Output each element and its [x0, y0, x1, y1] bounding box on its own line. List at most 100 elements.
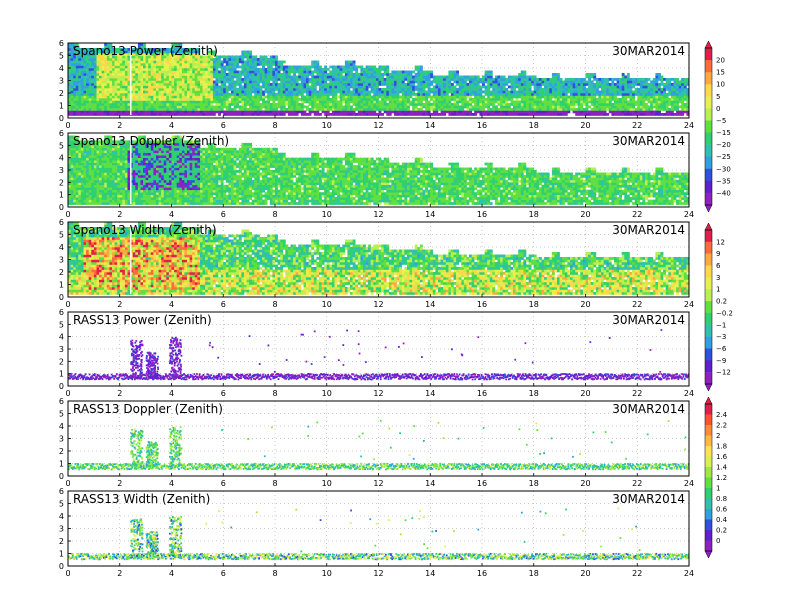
data-cell [634, 108, 638, 111]
data-cell [368, 75, 371, 79]
data-cell [526, 78, 529, 81]
data-cell [119, 75, 123, 79]
data-cell [494, 93, 498, 96]
data-cell [352, 113, 356, 116]
data-cell [163, 90, 167, 94]
data-cell [83, 150, 87, 154]
data-cell [73, 165, 77, 168]
data-cell [456, 103, 459, 106]
data-cell [373, 100, 377, 104]
data-cell [611, 93, 615, 96]
data-cell [231, 110, 234, 114]
data-cell [513, 80, 516, 84]
data-cell [137, 93, 141, 96]
data-cell [163, 58, 167, 61]
data-cell [210, 50, 214, 54]
data-cell [210, 110, 214, 114]
data-cell [634, 88, 638, 91]
data-cell [652, 103, 656, 106]
data-cell [166, 108, 170, 111]
data-cell [233, 95, 237, 99]
data-cell [554, 80, 558, 84]
data-cell [109, 43, 113, 46]
data-cell [238, 95, 242, 99]
data-cell [523, 103, 527, 106]
data-cell [412, 90, 415, 94]
data-cell [394, 70, 397, 74]
data-cell [463, 90, 467, 94]
data-cell [549, 78, 553, 81]
data-cell [127, 50, 131, 54]
data-cell [75, 58, 79, 61]
data-cell [500, 110, 503, 114]
data-cell [360, 78, 364, 81]
data-cell [277, 78, 281, 81]
data-cell [681, 90, 685, 94]
data-cell [686, 100, 690, 104]
data-cell [83, 140, 87, 144]
data-cell [435, 103, 439, 106]
data-cell [432, 88, 436, 91]
data-cell [156, 113, 159, 116]
data-cell [373, 103, 377, 106]
data-cell [280, 73, 284, 76]
data-cell [588, 73, 591, 76]
data-cell [194, 85, 198, 89]
data-cell [212, 110, 216, 114]
data-cell [215, 78, 219, 81]
data-cell [192, 80, 196, 84]
data-cell [513, 90, 516, 94]
data-cell [228, 70, 232, 74]
data-cell [163, 70, 167, 74]
data-cell [70, 103, 74, 106]
data-cell [665, 80, 669, 84]
data-cell [70, 88, 74, 91]
data-cell [158, 48, 162, 51]
data-cell [585, 105, 589, 109]
data-cell [210, 113, 214, 116]
data-cell [417, 73, 421, 76]
data-cell [135, 85, 139, 89]
data-cell [585, 95, 589, 99]
data-cell [313, 60, 317, 64]
data-cell [243, 113, 247, 116]
data-cell [606, 113, 610, 116]
data-cell [83, 48, 87, 51]
data-cell [114, 55, 118, 59]
data-cell [161, 93, 165, 96]
data-cell [300, 70, 304, 74]
data-cell [161, 85, 165, 89]
data-cell [484, 105, 488, 109]
data-cell [78, 100, 82, 104]
data-cell [117, 85, 121, 89]
data-cell [401, 108, 405, 111]
data-cell [422, 85, 426, 89]
data-cell [267, 63, 271, 66]
data-cell [96, 103, 100, 106]
data-cell [471, 85, 475, 89]
data-cell [176, 98, 180, 101]
data-cell [456, 83, 459, 86]
data-cell [148, 48, 152, 51]
data-cell [161, 95, 165, 99]
x-tick-label: 16 [477, 121, 487, 130]
data-cell [80, 98, 84, 101]
data-cell [83, 172, 87, 176]
data-cell [218, 108, 221, 111]
data-cell [484, 85, 488, 89]
data-cell [287, 75, 291, 79]
data-cell [148, 83, 152, 86]
data-cell [300, 108, 304, 111]
data-cell [88, 172, 92, 176]
data-cell [474, 103, 478, 106]
data-cell [241, 80, 245, 84]
data-cell [497, 110, 501, 114]
data-cell [267, 113, 271, 116]
data-cell [489, 113, 493, 116]
data-cell [344, 78, 348, 81]
data-cell [156, 73, 159, 76]
data-cell [137, 60, 141, 64]
data-cell [194, 63, 198, 66]
data-cell [176, 68, 180, 71]
data-cell [536, 78, 540, 81]
